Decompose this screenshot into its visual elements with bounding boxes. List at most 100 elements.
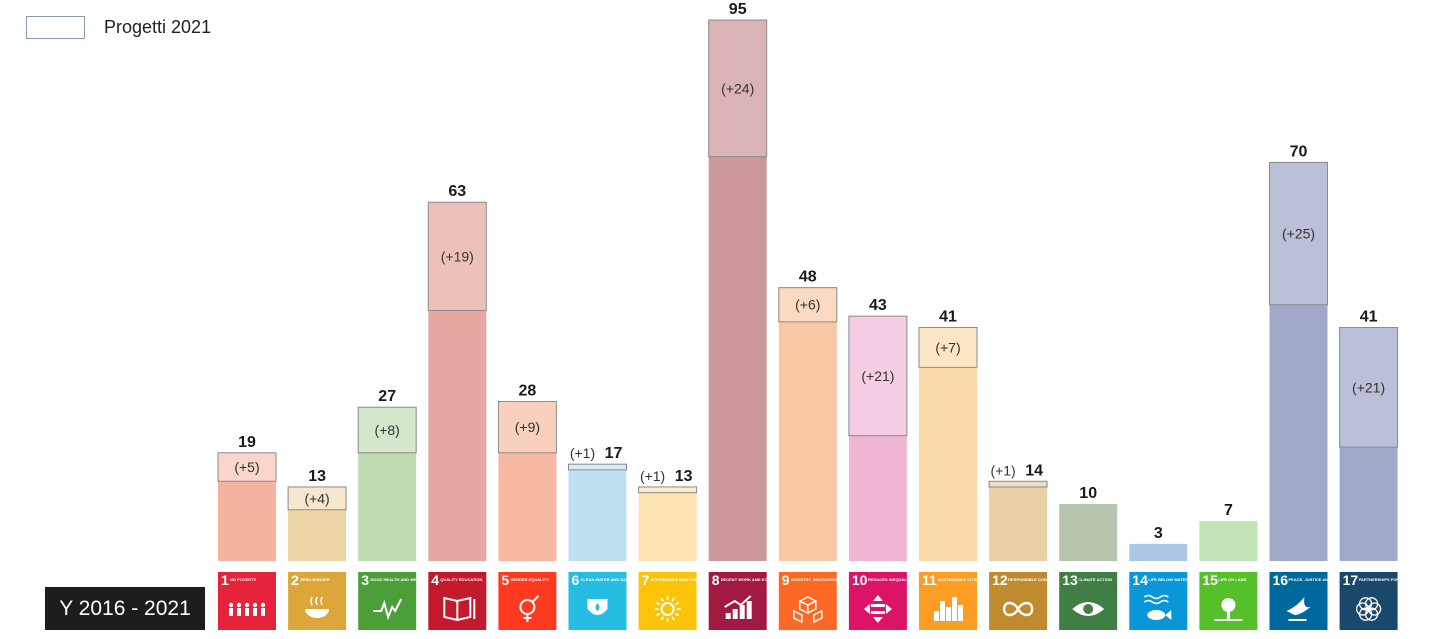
total-value-label: 13 xyxy=(675,468,693,485)
bar-base xyxy=(1269,304,1328,561)
sdg-icon: 17 PARTNERSHIPS FOR THE GOALS xyxy=(1339,572,1424,630)
bar-increment xyxy=(1269,161,1328,306)
bar-increment xyxy=(1339,327,1399,448)
bar-increment xyxy=(918,327,978,368)
sdg-caption: PARTNERSHIPS FOR THE GOALS xyxy=(1359,577,1424,582)
increment-label: (+1) xyxy=(990,462,1015,478)
bar-group: 48 (+6) 9 INDUSTRY, INNOVATION AND INFRASTR… xyxy=(778,269,886,630)
total-value-label: 41 xyxy=(939,309,957,326)
sdg-number: 13 xyxy=(1062,572,1078,588)
sdg-icon: 9 INDUSTRY, INNOVATION AND INFRASTRUCTURE xyxy=(778,572,886,630)
total-value-label: 63 xyxy=(448,183,466,200)
book-icon xyxy=(443,596,476,622)
sdg-icon-tile xyxy=(1129,572,1188,630)
sdg-icon-tile xyxy=(708,572,767,630)
sdg-icon-tile xyxy=(1339,572,1398,630)
bar-increment xyxy=(217,452,277,482)
sdg-caption: RESPONSIBLE CONSUMPTION AND PRODUCTION xyxy=(1008,577,1106,582)
increment-label: (+1) xyxy=(570,445,595,461)
total-value-label: 17 xyxy=(605,445,623,462)
sdg-caption: GENDER EQUALITY xyxy=(510,577,549,582)
bar-increment xyxy=(287,486,347,511)
increment-label: (+1) xyxy=(640,468,665,484)
bar-base xyxy=(428,310,487,561)
increment-label: (+19) xyxy=(441,248,474,264)
sdg-icon: 8 DECENT WORK AND ECONOMIC GROWTH xyxy=(708,572,803,630)
sdg-number: 15 xyxy=(1202,572,1218,588)
bar-increment xyxy=(427,201,487,311)
total-value-label: 3 xyxy=(1154,525,1163,542)
sdg-icon-tile xyxy=(989,572,1048,630)
bar-increment xyxy=(638,486,698,494)
bar-base xyxy=(1129,543,1188,561)
sdg-number: 9 xyxy=(782,572,790,588)
total-value-label: 48 xyxy=(799,269,817,286)
bar-increment xyxy=(988,480,1048,488)
bar-base xyxy=(288,509,347,561)
sdg-icon: 11 SUSTAINABLE CITIES AND COMMUNITIES xyxy=(919,572,1020,630)
dove-icon xyxy=(1286,597,1311,621)
sdg-caption: CLEAN WATER AND SANITATION xyxy=(581,577,645,582)
city-icon xyxy=(934,597,963,621)
bar-base xyxy=(638,492,697,561)
bar-group: 43 (+21) 10 REDUCED INEQUALITIES xyxy=(848,297,917,630)
sdg-number: 4 xyxy=(431,572,439,588)
bar-base xyxy=(1339,447,1398,561)
sdg-caption: NO POVERTY xyxy=(230,577,257,582)
bar-base xyxy=(848,435,907,561)
increment-label: (+25) xyxy=(1282,226,1315,242)
sdg-number: 2 xyxy=(291,572,299,588)
total-value-label: 19 xyxy=(238,434,256,451)
increment-label: (+24) xyxy=(721,80,754,96)
bar-group: 27 (+8) 3 GOOD HEALTH AND WELL-BEING xyxy=(357,388,436,630)
increment-label: (+7) xyxy=(935,339,960,355)
legend-swatch xyxy=(26,16,85,39)
total-value-label: 41 xyxy=(1360,309,1378,326)
bowl-icon xyxy=(305,596,330,618)
bar-increment xyxy=(848,315,908,437)
sdg-number: 6 xyxy=(572,572,580,588)
total-value-label: 70 xyxy=(1290,143,1308,160)
sdg-caption: QUALITY EDUCATION xyxy=(440,577,482,582)
sdg-icon: 5 GENDER EQUALITY xyxy=(498,572,557,630)
sdg-caption: ZERO HUNGER xyxy=(300,577,330,582)
bar-group: 63 (+19) 4 QUALITY EDUCATION xyxy=(427,183,487,630)
sdg-caption: INDUSTRY, INNOVATION AND INFRASTRUCTURE xyxy=(791,577,886,582)
bar-group: 19 (+5) 1 NO POVERTY xyxy=(217,434,277,630)
sdg-number: 12 xyxy=(992,572,1008,588)
gender-icon xyxy=(519,595,540,622)
bar-group: 95 (+24) 8 DECENT WORK AND ECONOMIC GROWTH xyxy=(708,1,803,630)
sdg-icon-tile xyxy=(1059,572,1118,630)
increment-label: (+21) xyxy=(1352,379,1385,395)
legend-label: Progetti 2021 xyxy=(104,17,212,37)
sdg-caption: DECENT WORK AND ECONOMIC GROWTH xyxy=(721,577,803,582)
total-value-label: 7 xyxy=(1224,502,1233,519)
infinity-icon xyxy=(1002,601,1034,617)
sdg-caption: SUSTAINABLE CITIES AND COMMUNITIES xyxy=(938,577,1020,582)
sdg-caption: LIFE BELOW WATER xyxy=(1148,577,1188,582)
sdg-icon: 4 QUALITY EDUCATION xyxy=(428,572,487,630)
sdg-icon: 7 AFFORDABLE AND CLEAN ENERGY xyxy=(638,572,721,630)
sdg-icon-tile xyxy=(358,572,417,630)
bar-base xyxy=(708,156,767,561)
bar-group: 13 (+4) 2 ZERO HUNGER xyxy=(287,468,347,630)
sdg-caption: GOOD HEALTH AND WELL-BEING xyxy=(370,577,435,582)
period-label: Y 2016 - 2021 xyxy=(45,587,205,630)
sdg-number: 14 xyxy=(1132,572,1148,588)
sdg-caption: AFFORDABLE AND CLEAN ENERGY xyxy=(651,577,721,582)
sdg-icon: 13 CLIMATE ACTION xyxy=(1059,572,1118,630)
sdg-caption: LIFE ON LAND xyxy=(1218,577,1246,582)
sdg-number: 3 xyxy=(361,572,369,588)
total-value-label: 14 xyxy=(1025,462,1043,479)
bar-increment xyxy=(708,19,768,158)
bar-base xyxy=(1059,504,1118,561)
sdg-caption: PEACE, JUSTICE AND STRONG INSTITUTIONS xyxy=(1289,577,1379,582)
bar-increment xyxy=(568,463,627,471)
bar-group: 14 (+1) 12 RESPONSIBLE CONSUMPTION AND PROD… xyxy=(988,462,1106,630)
legend: Progetti 2021 xyxy=(26,16,211,39)
bar-base xyxy=(358,452,417,561)
bar-base xyxy=(778,321,837,561)
bar-group: 7 15 LIFE ON LAND xyxy=(1199,502,1258,630)
flower-icon xyxy=(1355,597,1382,621)
eye-icon xyxy=(1072,602,1105,616)
